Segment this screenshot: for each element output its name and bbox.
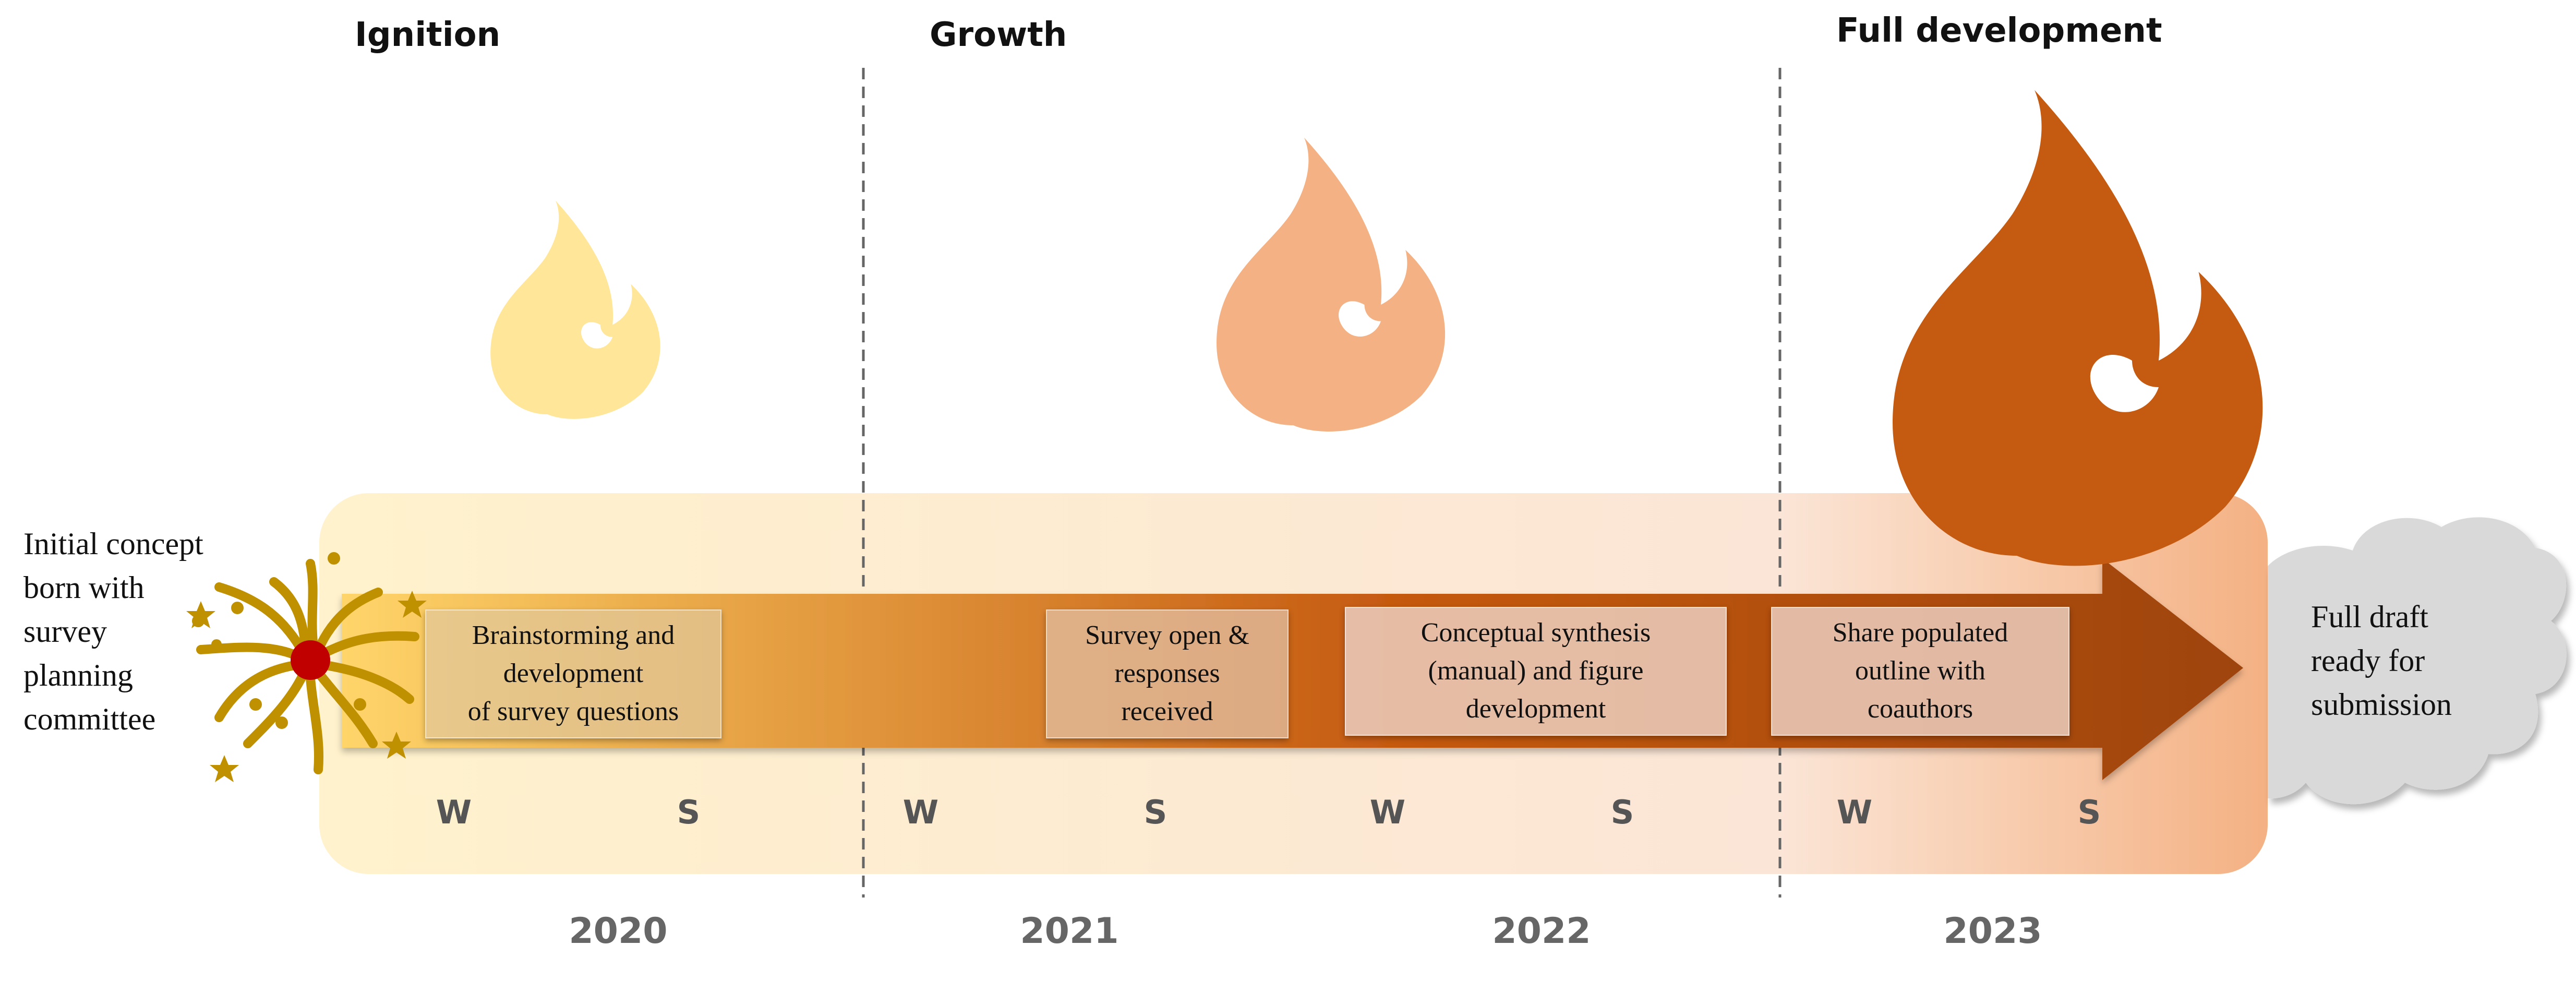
flame-icon (490, 200, 660, 419)
season-label: W (436, 793, 472, 831)
year-label: 2023 (1943, 911, 2042, 952)
season-label: W (1836, 793, 1873, 831)
milestone-box: Share populated outline with coauthors (1771, 607, 2069, 736)
flame-icon (1217, 137, 1446, 432)
end-note: Full draft ready for submission (2311, 600, 2452, 722)
season-label: S (677, 793, 701, 831)
year-label: 2021 (1020, 911, 1119, 952)
timeline-arrow (342, 558, 2243, 780)
year-label: 2020 (569, 911, 668, 952)
season-label: S (2077, 793, 2101, 831)
phase-title-growth: Growth (930, 16, 1067, 54)
flame-icon (1893, 90, 2263, 566)
year-label: 2022 (1492, 911, 1591, 952)
cloud-icon (2268, 517, 2567, 805)
start-note: Initial concept born with survey plannin… (23, 527, 203, 736)
phase-title-full-development: Full development (1836, 11, 2162, 50)
phase-title-ignition: Ignition (355, 16, 501, 54)
milestone-box: Brainstorming and development of survey … (425, 609, 721, 738)
season-label: S (1610, 793, 1634, 831)
firework-icon (186, 552, 427, 782)
milestone-box: Survey open & responses received (1046, 609, 1289, 738)
season-label: W (1369, 793, 1406, 831)
season-label: S (1143, 793, 1167, 831)
milestone-box: Conceptual synthesis (manual) and figure… (1345, 607, 1727, 736)
season-label: W (902, 793, 939, 831)
